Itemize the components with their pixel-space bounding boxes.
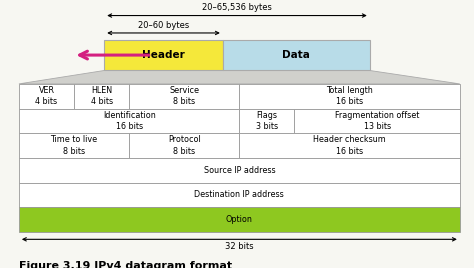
Text: 32 bits: 32 bits <box>225 242 254 251</box>
Polygon shape <box>19 70 460 84</box>
Bar <box>19 109 239 133</box>
Text: HLEN
4 bits: HLEN 4 bits <box>91 86 113 106</box>
Bar <box>129 84 239 109</box>
Text: Time to live
8 bits: Time to live 8 bits <box>51 135 98 155</box>
Bar <box>104 40 223 70</box>
Text: Figure 3.19 IPv4 datagram format: Figure 3.19 IPv4 datagram format <box>19 261 232 268</box>
Text: Protocol
8 bits: Protocol 8 bits <box>168 135 201 155</box>
Text: Source IP address: Source IP address <box>203 166 275 175</box>
Bar <box>239 84 460 109</box>
Text: Total length
16 bits: Total length 16 bits <box>326 86 373 106</box>
Bar <box>19 207 460 232</box>
Text: Data: Data <box>283 50 310 60</box>
Text: Fragmentation offset
13 bits: Fragmentation offset 13 bits <box>335 111 419 131</box>
Bar <box>19 84 74 109</box>
Bar <box>74 84 129 109</box>
Bar <box>129 133 239 158</box>
Text: Option: Option <box>226 215 253 224</box>
Text: Service
8 bits: Service 8 bits <box>169 86 199 106</box>
Text: Identification
16 bits: Identification 16 bits <box>103 111 155 131</box>
Text: Header: Header <box>142 50 185 60</box>
Text: 20–60 bytes: 20–60 bytes <box>138 21 189 30</box>
Bar <box>223 40 370 70</box>
Bar <box>294 109 460 133</box>
Text: 20–65,536 bytes: 20–65,536 bytes <box>202 3 272 12</box>
Bar <box>239 109 294 133</box>
Bar <box>239 133 460 158</box>
Text: VER
4 bits: VER 4 bits <box>36 86 57 106</box>
Bar <box>19 183 460 207</box>
Text: Destination IP address: Destination IP address <box>194 190 284 199</box>
Bar <box>19 133 129 158</box>
Text: Header checksum
16 bits: Header checksum 16 bits <box>313 135 386 155</box>
Bar <box>19 158 460 183</box>
Text: Flags
3 bits: Flags 3 bits <box>256 111 278 131</box>
